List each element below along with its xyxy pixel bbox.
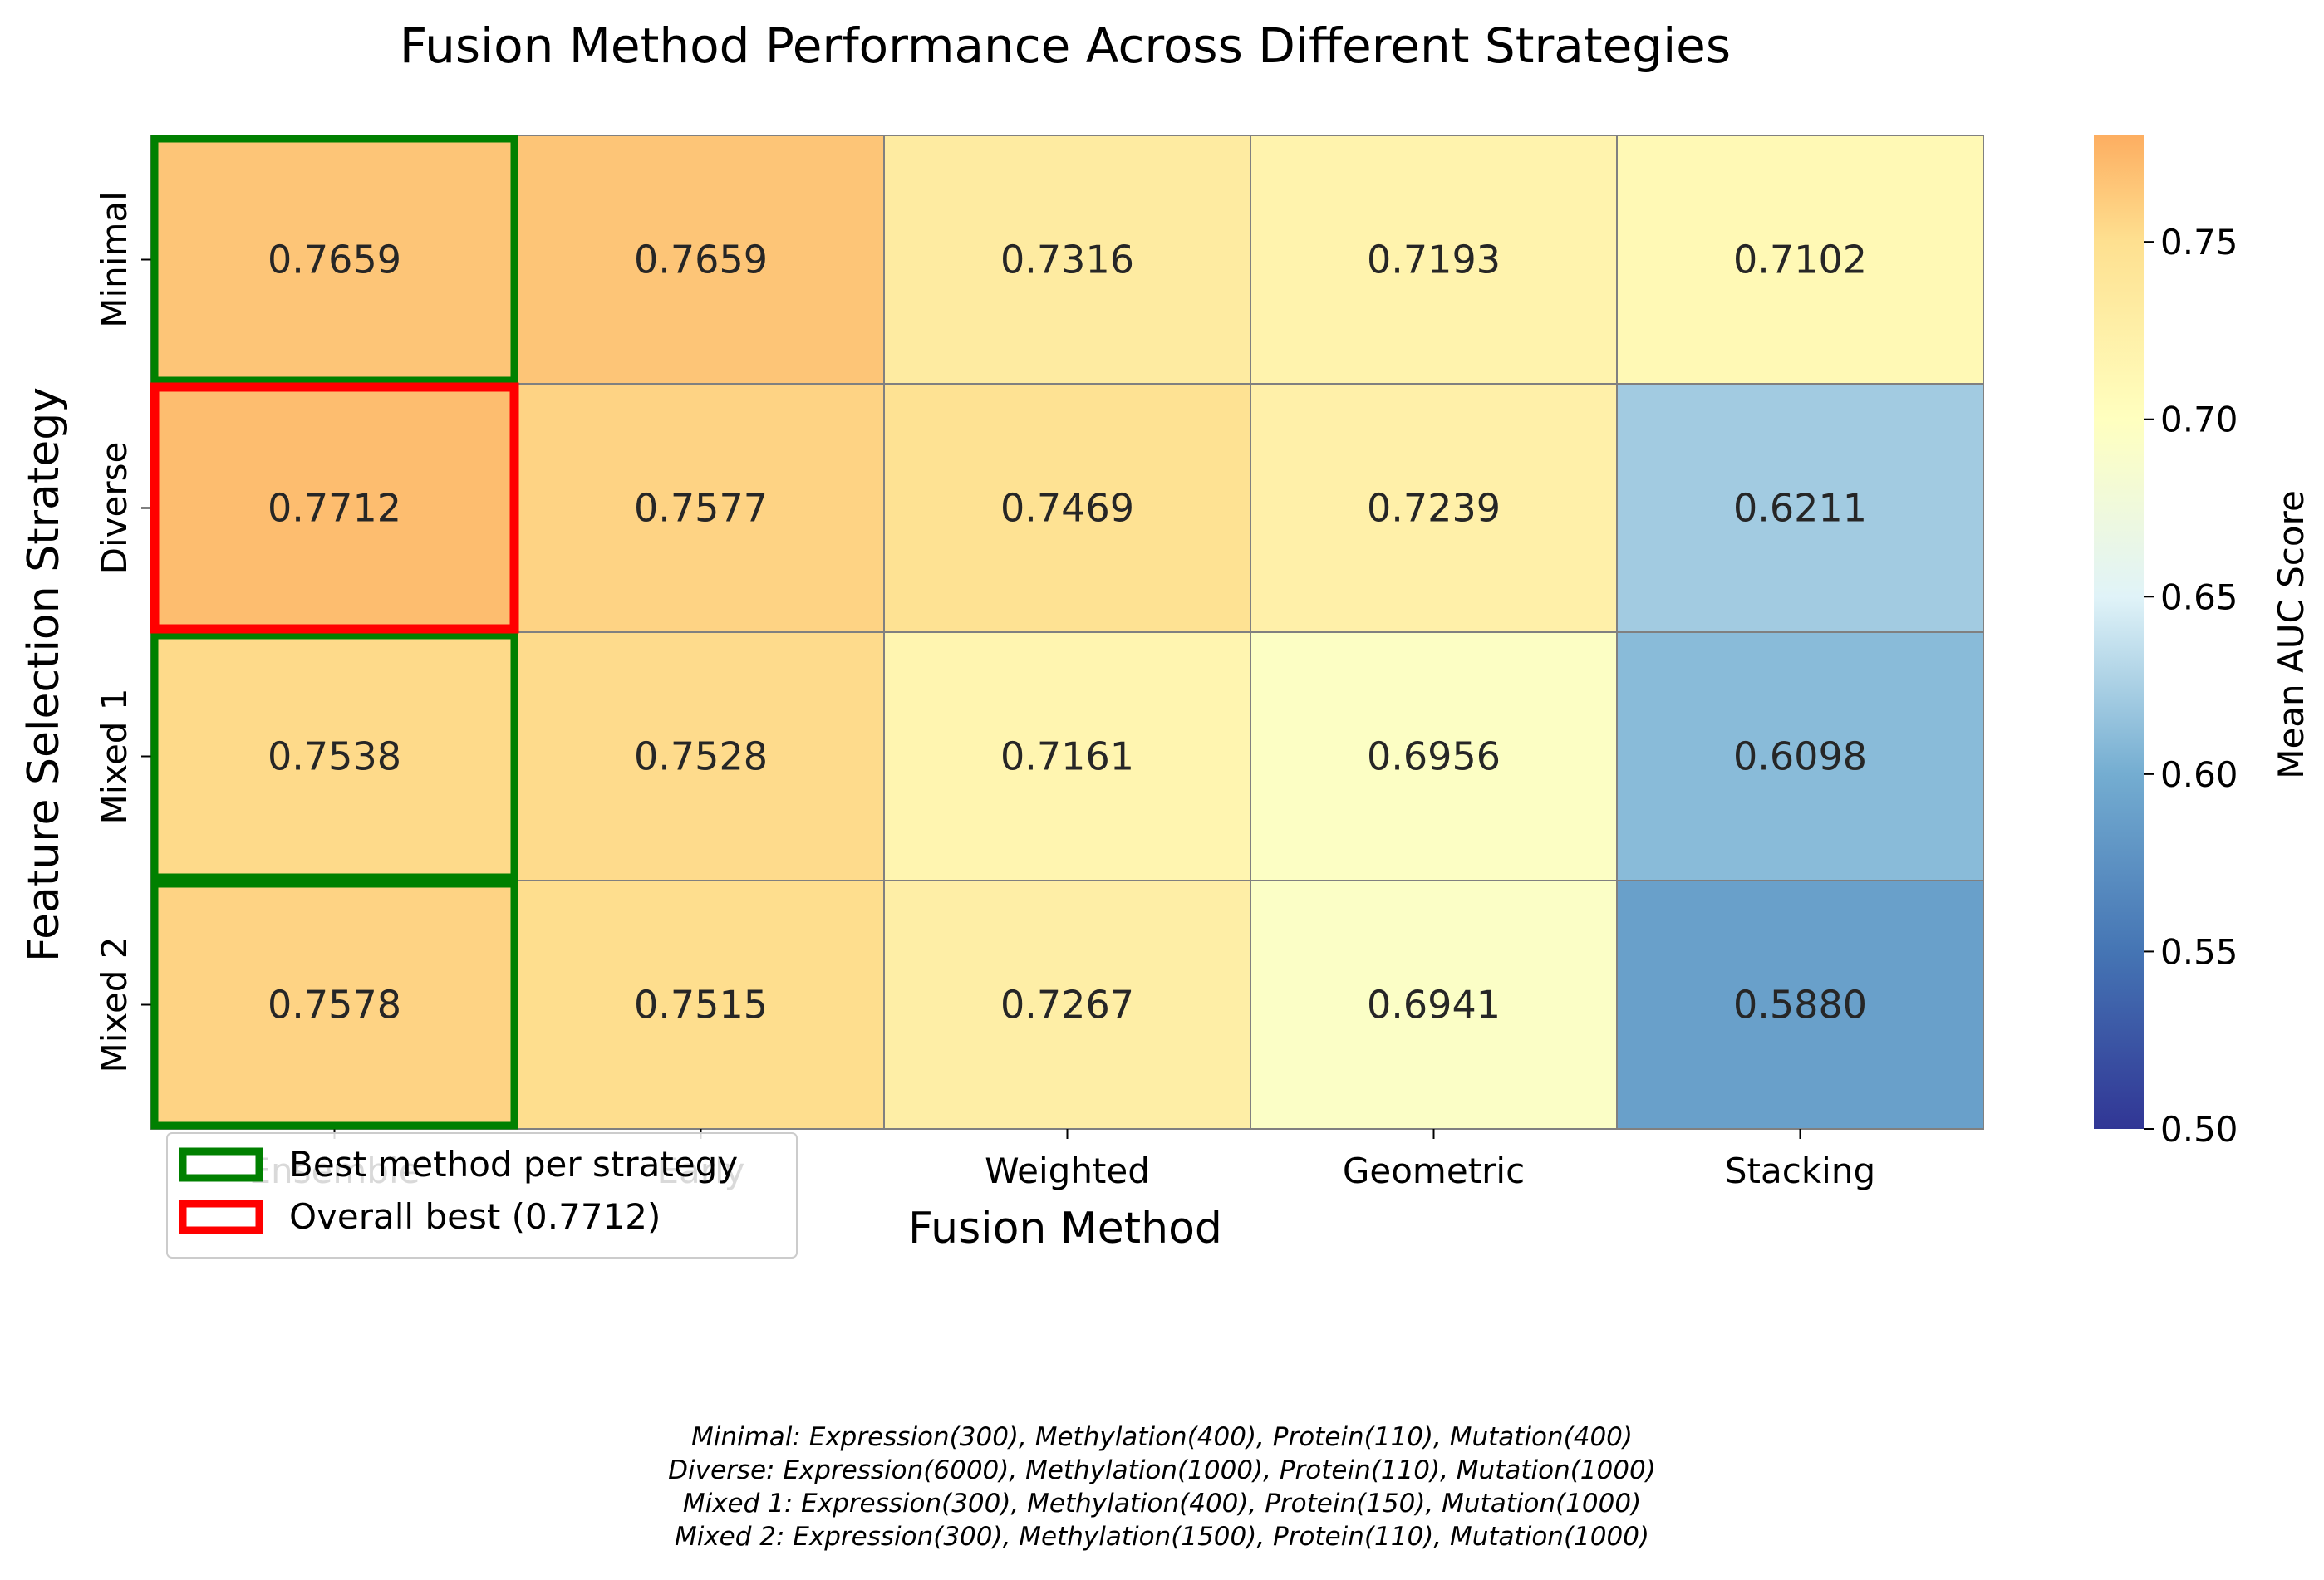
cell-value-minimal-weighted: 0.7316 <box>1000 238 1134 282</box>
cell-value-diverse-stacking: 0.6211 <box>1733 486 1867 531</box>
cell-mixed-2-early <box>517 880 885 1130</box>
y-tick-label-mixed-2: Mixed 2 <box>94 936 135 1072</box>
legend-swatch-overall-best-0-7712 <box>179 1200 263 1234</box>
colorbar-tick-label-0-55: 0.55 <box>2160 931 2238 972</box>
heatmap-cell-labels: 0.7659 0.7659 0.7316 0.7193 0.7102 0.7712 0.75… <box>268 238 1867 1028</box>
cell-minimal-ensemble <box>150 135 518 385</box>
cell-mixed-2-geometric <box>1250 880 1618 1130</box>
y-tick-label-diverse: Diverse <box>94 442 135 575</box>
cell-value-minimal-early: 0.7659 <box>634 238 768 282</box>
cell-minimal-geometric <box>1250 135 1618 385</box>
y-axis-ticks: Minimal Diverse Mixed 1 Mixed 2 <box>94 191 151 1073</box>
cell-value-mixed-2-geometric: 0.6941 <box>1367 983 1501 1028</box>
cell-value-mixed-1-weighted: 0.7161 <box>1000 734 1134 779</box>
colorbar-tick-label-0-50: 0.50 <box>2160 1109 2238 1150</box>
cell-value-mixed-1-early: 0.7528 <box>634 734 768 779</box>
cell-value-minimal-stacking: 0.7102 <box>1733 238 1867 282</box>
chart-title: Fusion Method Performance Across Differe… <box>400 17 1731 74</box>
x-axis-label: Fusion Method <box>908 1204 1222 1254</box>
x-tick-label-weighted: Weighted <box>985 1151 1150 1191</box>
colorbar-gradient <box>2094 135 2144 1129</box>
x-tick-label-stacking: Stacking <box>1725 1151 1875 1191</box>
cell-value-mixed-1-stacking: 0.6098 <box>1733 734 1867 779</box>
cell-diverse-weighted <box>883 383 1251 633</box>
cell-diverse-ensemble <box>150 383 518 633</box>
cell-value-minimal-geometric: 0.7193 <box>1367 238 1501 282</box>
footnote-minimal: Minimal: Expression(300), Methylation(40… <box>690 1422 1633 1452</box>
cell-value-diverse-geometric: 0.7239 <box>1367 486 1501 531</box>
cell-mixed-1-early <box>517 631 885 881</box>
best-box-minimal <box>150 135 518 385</box>
legend-label-best-method-per-strategy: Best method per strategy <box>289 1144 738 1185</box>
best-box-mixed-2 <box>150 880 518 1130</box>
cell-mixed-2-weighted <box>883 880 1251 1130</box>
cell-minimal-stacking <box>1616 135 1984 385</box>
colorbar-tick-label-0-75: 0.75 <box>2160 222 2238 263</box>
cell-minimal-early <box>517 135 885 385</box>
cell-value-mixed-2-early: 0.7515 <box>634 983 768 1028</box>
colorbar-tick-label-0-60: 0.60 <box>2160 754 2238 795</box>
cell-value-minimal-ensemble: 0.7659 <box>268 238 401 282</box>
cell-value-mixed-1-ensemble: 0.7538 <box>268 734 401 779</box>
y-axis-label: Feature Selection Strategy <box>19 387 69 962</box>
cell-value-mixed-2-stacking: 0.5880 <box>1733 983 1867 1028</box>
cell-diverse-early <box>517 383 885 633</box>
colorbar: 0.50 0.55 0.60 0.65 0.70 0.75 <box>2094 135 2238 1150</box>
footnote-diverse: Diverse: Expression(6000), Methylation(1… <box>668 1455 1656 1485</box>
cell-mixed-1-geometric <box>1250 631 1618 881</box>
cell-value-mixed-1-geometric: 0.6956 <box>1367 734 1501 779</box>
legend-swatch-best-method-per-strategy <box>179 1147 263 1182</box>
legend-label-overall-best-0-7712: Overall best (0.7712) <box>289 1196 661 1237</box>
cell-value-mixed-2-weighted: 0.7267 <box>1000 983 1134 1028</box>
highlight-boxes <box>150 135 519 1130</box>
footnotes: Minimal: Expression(300), Methylation(40… <box>0 1421 2324 1553</box>
colorbar-tick-label-0-65: 0.65 <box>2160 577 2238 617</box>
cell-mixed-1-stacking <box>1616 631 1984 881</box>
footnote-mixed-1: Mixed 1: Expression(300), Methylation(40… <box>682 1489 1642 1519</box>
cell-value-diverse-ensemble: 0.7712 <box>268 486 401 531</box>
cell-value-diverse-weighted: 0.7469 <box>1000 486 1134 531</box>
heatmap-cells <box>150 135 1984 1130</box>
x-tick-label-geometric: Geometric <box>1343 1151 1525 1191</box>
legend-frame <box>166 1132 798 1259</box>
footnote-mixed-2: Mixed 2: Expression(300), Methylation(15… <box>674 1522 1650 1552</box>
overall-best-box <box>150 382 519 634</box>
cell-diverse-stacking <box>1616 383 1984 633</box>
colorbar-tick-label-0-70: 0.70 <box>2160 400 2238 440</box>
y-tick-label-mixed-1: Mixed 1 <box>94 688 135 824</box>
colorbar-label: Mean AUC Score <box>2271 490 2312 779</box>
legend: Best method per strategy Overall best (0.… <box>166 1132 798 1259</box>
best-box-mixed-1 <box>150 631 518 881</box>
cell-mixed-2-stacking <box>1616 880 1984 1130</box>
cell-value-diverse-early: 0.7577 <box>634 486 768 531</box>
cell-mixed-1-weighted <box>883 631 1251 881</box>
cell-minimal-weighted <box>883 135 1251 385</box>
cell-value-mixed-2-ensemble: 0.7578 <box>268 983 401 1028</box>
y-tick-label-minimal: Minimal <box>94 191 135 328</box>
